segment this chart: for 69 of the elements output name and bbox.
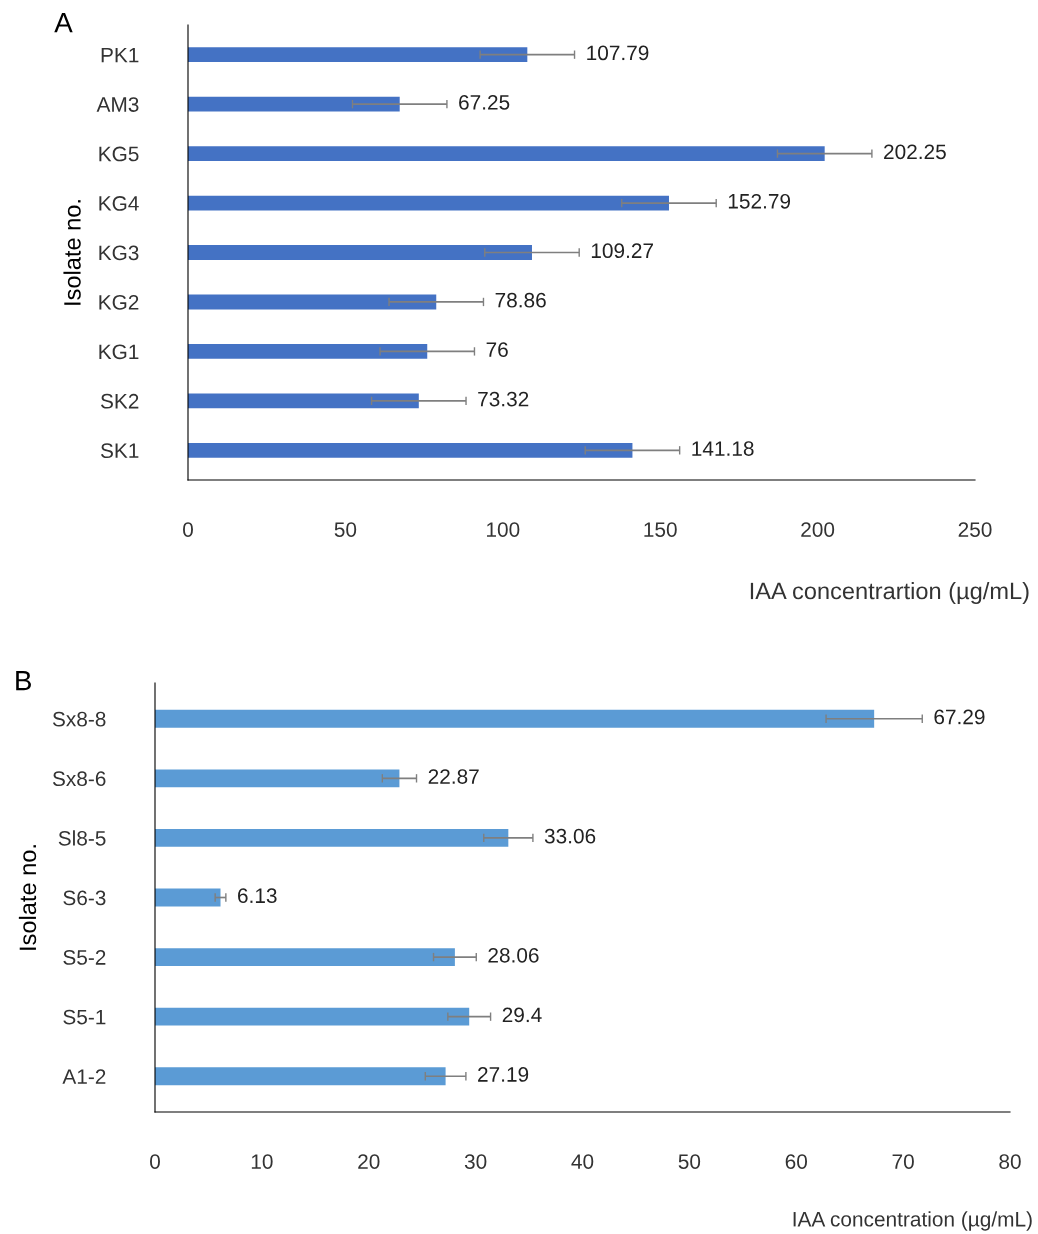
bar — [155, 948, 455, 967]
data-label: 78.86 — [495, 292, 546, 308]
y-tick-label: PK1 — [101, 47, 139, 63]
x-tick-label: 60 — [785, 1154, 808, 1169]
x-tick-label: 10 — [251, 1154, 273, 1169]
bar — [188, 96, 400, 112]
x-tick-label: 20 — [358, 1154, 380, 1169]
x-tick-label: 50 — [334, 522, 357, 537]
y-axis-title: Isolate no. — [63, 200, 81, 305]
y-tick-label: KG2 — [99, 294, 139, 310]
x-tick-label: 200 — [801, 522, 835, 537]
bar — [188, 343, 428, 359]
data-label: 76 — [486, 342, 508, 358]
bar — [188, 245, 532, 260]
y-axis-title: Isolate no. — [18, 845, 37, 950]
bar — [188, 393, 419, 409]
y-tick-label: KG3 — [99, 245, 139, 261]
x-tick-label: 0 — [150, 1154, 160, 1169]
data-label: 28.06 — [488, 947, 539, 963]
data-label: 107.79 — [587, 45, 649, 61]
y-tick-label: AM3 — [96, 97, 139, 112]
x-tick-label: 50 — [678, 1154, 701, 1169]
x-tick-label: 100 — [487, 522, 520, 537]
y-tick-label: Sx8-6 — [52, 771, 106, 787]
y-tick-label: Sl8-5 — [58, 830, 106, 846]
x-tick-label: 150 — [644, 522, 677, 537]
bar — [155, 828, 509, 847]
bar — [188, 294, 437, 310]
data-label: 152.79 — [728, 193, 791, 209]
y-tick-label: KG5 — [99, 146, 139, 162]
data-label: 22.87 — [428, 769, 479, 784]
data-label: 33.06 — [544, 828, 596, 844]
x-axis-title: IAA concentrartion (µg/mL) — [750, 581, 1029, 605]
y-tick-label: KG1 — [99, 344, 139, 360]
data-label: 109.27 — [591, 243, 653, 259]
x-tick-label: 40 — [571, 1154, 594, 1169]
bar — [188, 47, 528, 63]
bar — [155, 709, 875, 728]
x-axis-title: IAA concentration (µg/mL) — [793, 1211, 1032, 1231]
bar — [155, 888, 221, 907]
y-tick-label: Sx8-8 — [52, 711, 106, 727]
bar — [155, 769, 400, 788]
data-label: 27.19 — [478, 1067, 529, 1082]
data-label: 141.18 — [692, 441, 754, 456]
x-tick-label: 80 — [999, 1154, 1021, 1169]
y-tick-label: SK1 — [100, 443, 139, 459]
bar — [155, 1007, 470, 1026]
x-tick-label: 250 — [958, 522, 992, 537]
y-tick-label: A1-2 — [62, 1069, 106, 1084]
data-label: 73.32 — [478, 391, 529, 407]
bar — [188, 442, 633, 458]
chart-title: B — [16, 671, 31, 691]
data-label: 67.29 — [934, 709, 985, 725]
y-tick-label: S5-2 — [63, 950, 106, 965]
y-tick-label: SK2 — [100, 393, 139, 409]
data-label: 202.25 — [884, 144, 946, 160]
data-label: 29.4 — [502, 1007, 542, 1023]
bar — [155, 1067, 446, 1086]
data-label: 67.25 — [459, 94, 510, 110]
x-tick-label: 0 — [183, 522, 193, 537]
bar — [188, 195, 669, 211]
y-tick-label: KG4 — [99, 196, 139, 211]
y-tick-label: S5-1 — [63, 1009, 106, 1025]
bar — [188, 146, 825, 162]
y-tick-label: S6-3 — [63, 890, 106, 906]
chart-title: A — [54, 13, 73, 33]
x-tick-label: 30 — [464, 1154, 487, 1169]
x-tick-label: 70 — [892, 1154, 914, 1169]
data-label: 6.13 — [238, 888, 277, 904]
